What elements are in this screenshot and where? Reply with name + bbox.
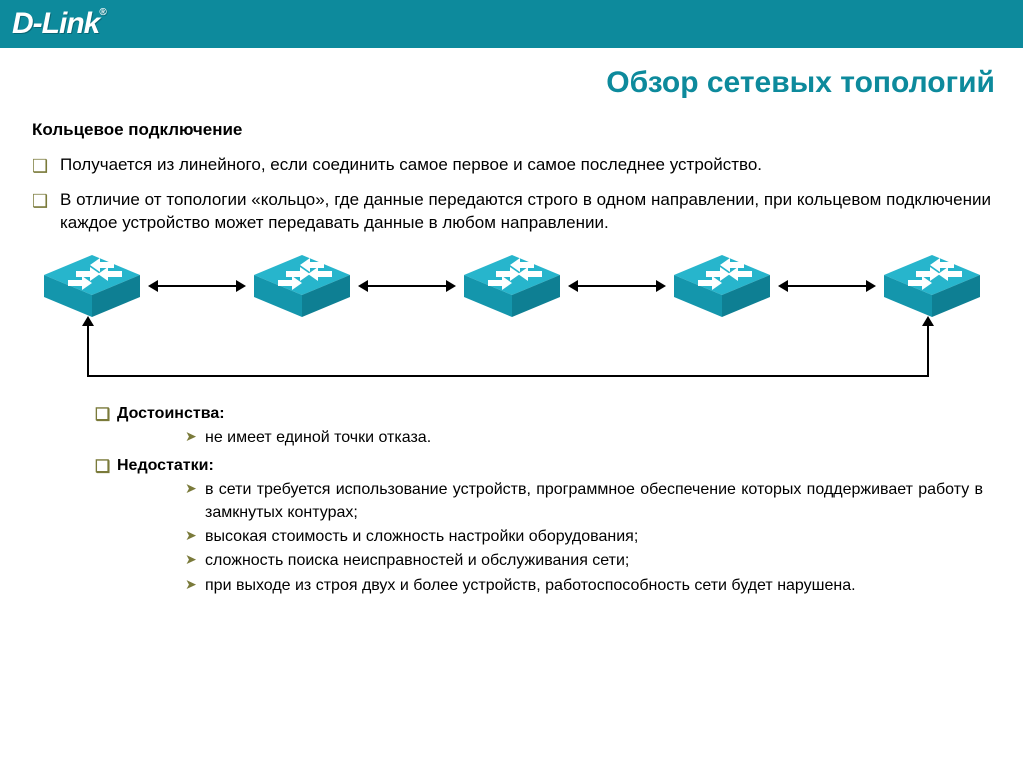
disadvantages-heading: Недостатки: [95, 457, 983, 475]
brand-reg: ® [99, 7, 105, 18]
switch-node [242, 247, 362, 327]
connector-line [157, 285, 237, 287]
arrow-right-icon [236, 280, 246, 292]
intro-bullet: В отличие от топологии «кольцо», где дан… [32, 189, 991, 235]
switch-icon [32, 247, 152, 327]
disadvantage-item: при выходе из строя двух и более устройс… [185, 575, 983, 597]
brand-name: D-Link [12, 7, 99, 40]
arrow-up-icon [922, 316, 934, 326]
switch-icon [452, 247, 572, 327]
intro-bullet: Получается из линейного, если соединить … [32, 154, 991, 177]
disadvantage-item: в сети требуется использование устройств… [185, 479, 983, 524]
switch-icon [662, 247, 782, 327]
disadvantage-item: сложность поиска неисправностей и обслуж… [185, 550, 983, 572]
page-title: Обзор сетевых топологий [0, 48, 1023, 100]
switch-node [452, 247, 572, 327]
arrow-right-icon [446, 280, 456, 292]
section-subtitle: Кольцевое подключение [32, 120, 991, 140]
ring-line [87, 375, 929, 377]
advantage-item: не имеет единой точки отказа. [185, 427, 983, 449]
arrow-right-icon [656, 280, 666, 292]
arrow-right-icon [866, 280, 876, 292]
advantages-heading: Достоинства: [95, 405, 983, 423]
switch-icon [242, 247, 362, 327]
arrow-left-icon [358, 280, 368, 292]
disadvantages-list: в сети требуется использование устройств… [95, 479, 983, 597]
advantages-list: не имеет единой точки отказа. [95, 427, 983, 449]
arrow-up-icon [82, 316, 94, 326]
brand-header: D-Link® [0, 0, 1023, 48]
switch-icon [872, 247, 992, 327]
arrow-left-icon [778, 280, 788, 292]
connector-line [787, 285, 867, 287]
ring-line [927, 325, 929, 375]
content-area: Кольцевое подключение Получается из лине… [0, 100, 1023, 235]
connector-line [577, 285, 657, 287]
switch-node [872, 247, 992, 327]
arrow-left-icon [148, 280, 158, 292]
connector-line [367, 285, 447, 287]
switch-node [32, 247, 152, 327]
ring-line [87, 325, 89, 375]
disadvantage-item: высокая стоимость и сложность настройки … [185, 526, 983, 548]
topology-diagram [32, 247, 992, 397]
brand-logo: D-Link® [12, 7, 106, 41]
intro-bullets: Получается из линейного, если соединить … [32, 154, 991, 235]
pros-cons: Достоинства: не имеет единой точки отказ… [0, 405, 1023, 597]
switch-node [662, 247, 782, 327]
arrow-left-icon [568, 280, 578, 292]
